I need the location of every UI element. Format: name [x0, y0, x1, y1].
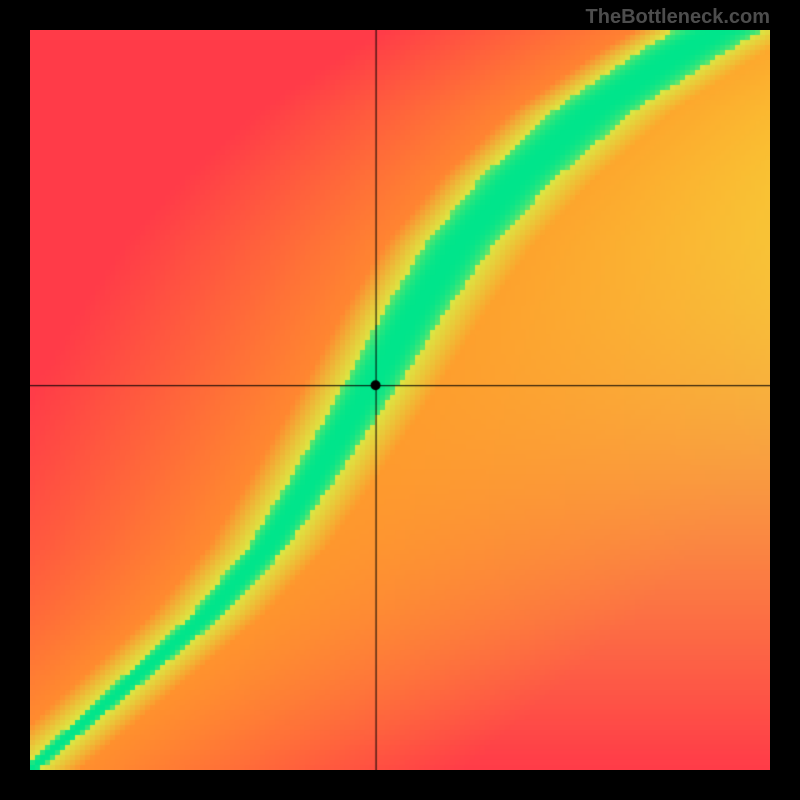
heatmap-canvas: [30, 30, 770, 770]
bottleneck-heatmap: [30, 30, 770, 770]
attribution-text: TheBottleneck.com: [586, 6, 770, 29]
